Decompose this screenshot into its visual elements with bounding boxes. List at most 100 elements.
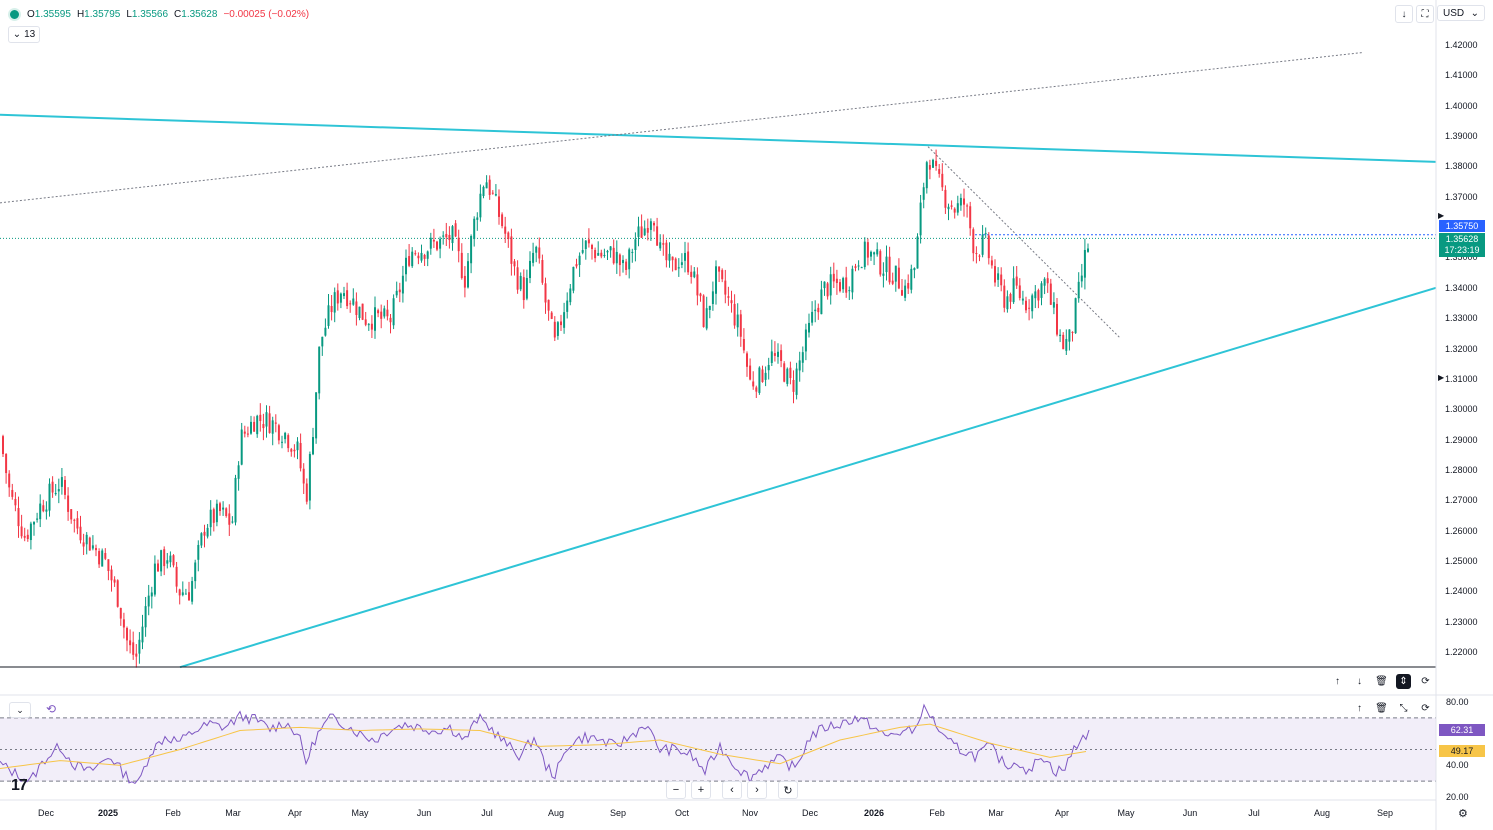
candle-down (488, 179, 491, 195)
move-pane-up-button[interactable]: ↑ (1330, 674, 1345, 689)
indicator-count: 13 (24, 29, 36, 40)
candle-up (138, 639, 141, 654)
candle-up (215, 503, 218, 523)
candle-down (687, 251, 690, 273)
settings-gear-icon[interactable]: ⚙ (1458, 808, 1468, 820)
currency-select[interactable]: USD ⌄ (1437, 5, 1485, 21)
price-tick-label: 1.41000 (1445, 70, 1478, 81)
price-tick-label: 1.39000 (1445, 131, 1478, 142)
candle-down (129, 640, 132, 646)
candle-up (529, 260, 531, 279)
reset-chart-button[interactable]: ↻ (778, 781, 798, 799)
arrow-up-icon: ↑ (1335, 676, 1340, 687)
restore-pane-button[interactable]: ⟳ (1418, 674, 1433, 689)
candle-up (358, 306, 361, 318)
zoom-in-button[interactable]: + (691, 781, 711, 799)
candle-down (293, 449, 296, 452)
scroll-left-button[interactable]: ‹ (722, 781, 742, 799)
candle-down (504, 226, 507, 234)
ohlc-legend: O1.35595 H1.35795 L1.35566 C1.35628 −0.0… (8, 6, 309, 22)
candle-down (262, 424, 265, 429)
candle-up (250, 421, 252, 434)
candle-up (429, 237, 432, 249)
candle-up (308, 453, 311, 501)
candle-up (764, 372, 767, 380)
candle-up (367, 324, 370, 326)
maximize-pane-button[interactable]: ⇕ (1396, 674, 1411, 689)
candle-up (1043, 278, 1046, 286)
candle-down (963, 198, 965, 205)
candle-down (640, 226, 643, 238)
fullscreen-button[interactable]: ⛶ (1416, 5, 1434, 23)
restore-icon: ⟳ (1421, 676, 1430, 687)
candle-up (795, 368, 798, 395)
candle-up (631, 251, 634, 253)
delete-pane-button[interactable]: 🗑 (1374, 674, 1389, 689)
candle-up (848, 290, 851, 292)
time-tick-label: Sep (1376, 808, 1394, 818)
candle-down (854, 266, 857, 268)
candle-up (615, 251, 618, 264)
candle-up (1065, 338, 1068, 351)
candle-down (163, 549, 166, 567)
candle-down (575, 264, 578, 267)
candle-down (290, 449, 293, 452)
candle-up (563, 312, 566, 328)
rsi-restore-button[interactable]: ⟳ (1418, 701, 1433, 716)
candle-up (711, 291, 714, 305)
candle-down (268, 413, 271, 433)
time-tick-label: Jul (1248, 808, 1260, 818)
dotted-trendline (0, 52, 1363, 204)
candle-up (160, 550, 163, 572)
candle-up (628, 249, 631, 270)
download-button[interactable]: ↓ (1395, 5, 1413, 23)
candle-down (1056, 303, 1058, 335)
candle-up (519, 275, 522, 290)
rsi-indicator-icon[interactable]: ⟲ (45, 702, 57, 716)
candle-down (498, 196, 500, 217)
candle-up (494, 194, 497, 196)
rsi-collapse-pane-button[interactable]: ⤡ (1396, 701, 1411, 716)
time-tick-label: Feb (165, 808, 181, 818)
candle-down (783, 363, 786, 382)
candle-down (1018, 285, 1021, 299)
move-pane-down-button[interactable]: ↓ (1352, 674, 1367, 689)
candle-down (994, 266, 996, 283)
candle-up (823, 281, 826, 289)
candle-up (265, 412, 268, 427)
candle-up (327, 305, 330, 326)
candle-down (104, 553, 107, 559)
price-tick-label: 1.31000 (1445, 373, 1478, 384)
candle-down (516, 267, 519, 290)
rsi-move-up-button[interactable]: ↑ (1352, 701, 1367, 716)
candle-up (374, 307, 376, 331)
zoom-out-button[interactable]: − (666, 781, 686, 799)
candle-up (197, 544, 200, 560)
candle-down (302, 468, 305, 484)
rsi-collapse-button[interactable]: ⌄ (9, 702, 31, 718)
channel-trendline (0, 113, 1437, 163)
candle-up (894, 265, 897, 282)
time-tick-label: Dec (801, 808, 819, 818)
candle-down (513, 261, 516, 267)
candle-down (11, 489, 14, 497)
candle-down (423, 254, 426, 259)
time-tick-label: Dec (37, 808, 55, 818)
rsi-ma-line (0, 723, 1087, 769)
rsi-pane-layer (0, 703, 1436, 785)
candle-down (702, 295, 705, 327)
scroll-right-button[interactable]: › (747, 781, 767, 799)
candle-down (1046, 278, 1049, 284)
candle-down (26, 534, 29, 540)
candle-down (746, 353, 748, 367)
candle-down (773, 353, 776, 356)
candle-down (975, 253, 978, 255)
tradingview-logo[interactable]: 17 (11, 777, 28, 794)
candle-up (485, 182, 488, 189)
candle-up (33, 522, 35, 525)
candle-up (482, 186, 485, 197)
rsi-delete-button[interactable]: 🗑 (1374, 701, 1389, 716)
indicators-toggle-button[interactable]: ⌄ 13 (8, 26, 40, 43)
candle-up (206, 527, 209, 537)
